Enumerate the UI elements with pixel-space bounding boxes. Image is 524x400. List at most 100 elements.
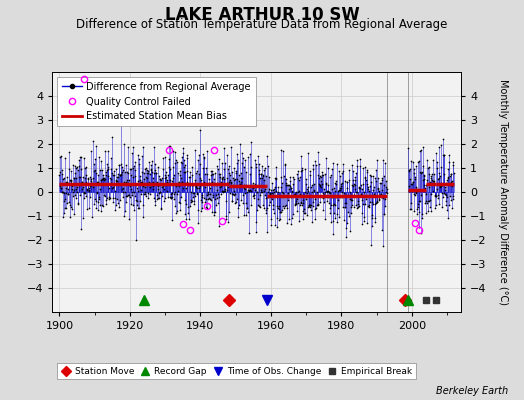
Point xyxy=(413,159,422,165)
Point xyxy=(214,166,222,172)
Point xyxy=(440,190,448,196)
Point xyxy=(239,185,248,191)
Point xyxy=(122,199,130,206)
Point xyxy=(88,182,96,188)
Point xyxy=(360,218,368,224)
Point xyxy=(172,182,180,189)
Point xyxy=(412,189,420,195)
Point xyxy=(311,196,319,202)
Point xyxy=(206,167,215,174)
Point xyxy=(100,176,108,183)
Point xyxy=(101,148,110,154)
Point xyxy=(114,174,123,181)
Point xyxy=(202,148,211,154)
Point xyxy=(57,184,65,191)
Point xyxy=(127,186,136,192)
Point xyxy=(189,194,197,200)
Point xyxy=(203,189,212,195)
Point xyxy=(195,175,204,182)
Point xyxy=(317,184,325,190)
Point xyxy=(364,186,372,192)
Point xyxy=(185,216,193,222)
Point xyxy=(246,187,254,193)
Point xyxy=(136,172,145,179)
Point xyxy=(246,171,254,177)
Point xyxy=(90,200,98,207)
Point xyxy=(183,179,191,186)
Point xyxy=(169,164,178,170)
Point xyxy=(257,187,265,193)
Point xyxy=(106,182,114,188)
Point xyxy=(68,186,77,192)
Point xyxy=(308,182,316,188)
Point xyxy=(72,186,80,192)
Point xyxy=(216,184,224,190)
Point xyxy=(182,216,190,222)
Point xyxy=(279,190,287,197)
Point xyxy=(353,156,361,163)
Point xyxy=(269,189,278,196)
Point xyxy=(435,173,444,180)
Point xyxy=(140,191,148,198)
Point xyxy=(122,193,130,199)
Point xyxy=(215,194,224,200)
Point xyxy=(354,198,363,204)
Point xyxy=(157,193,166,199)
Point xyxy=(171,188,180,195)
Point xyxy=(101,193,109,199)
Point xyxy=(206,190,214,197)
Point xyxy=(283,197,292,203)
Point xyxy=(276,209,285,216)
Point xyxy=(343,179,351,186)
Point xyxy=(329,218,337,224)
Point xyxy=(117,161,126,167)
Point xyxy=(340,193,348,200)
Point xyxy=(180,157,189,163)
Point xyxy=(370,175,379,182)
Point xyxy=(236,140,244,147)
Point xyxy=(110,182,118,188)
Point xyxy=(299,197,307,204)
Point xyxy=(95,154,103,160)
Point xyxy=(179,145,187,151)
Point xyxy=(128,192,136,198)
Point xyxy=(192,184,200,191)
Point xyxy=(175,183,183,189)
Point xyxy=(294,218,303,224)
Point xyxy=(165,143,173,150)
Point xyxy=(343,185,352,192)
Point xyxy=(442,202,450,208)
Point xyxy=(95,194,104,200)
Point xyxy=(314,149,322,155)
Point xyxy=(407,200,416,206)
Point xyxy=(109,172,117,178)
Point xyxy=(297,199,305,205)
Point xyxy=(158,184,166,190)
Point xyxy=(160,175,169,181)
Point xyxy=(207,172,215,178)
Point xyxy=(186,169,194,175)
Point xyxy=(351,174,359,181)
Point xyxy=(332,160,341,167)
Point xyxy=(242,182,250,188)
Point xyxy=(410,166,418,172)
Point xyxy=(177,193,185,200)
Point xyxy=(224,184,232,190)
Point xyxy=(328,194,336,200)
Point xyxy=(146,184,155,190)
Point xyxy=(234,157,243,163)
Point xyxy=(233,176,241,182)
Point xyxy=(243,189,252,195)
Point xyxy=(137,187,146,194)
Point xyxy=(254,152,263,159)
Point xyxy=(69,162,78,168)
Point xyxy=(419,162,427,169)
Point xyxy=(113,196,121,202)
Point xyxy=(107,155,116,162)
Point xyxy=(77,226,85,232)
Point xyxy=(443,175,452,181)
Point xyxy=(87,176,95,182)
Point xyxy=(422,200,431,206)
Point xyxy=(76,174,84,180)
Point xyxy=(330,185,338,191)
